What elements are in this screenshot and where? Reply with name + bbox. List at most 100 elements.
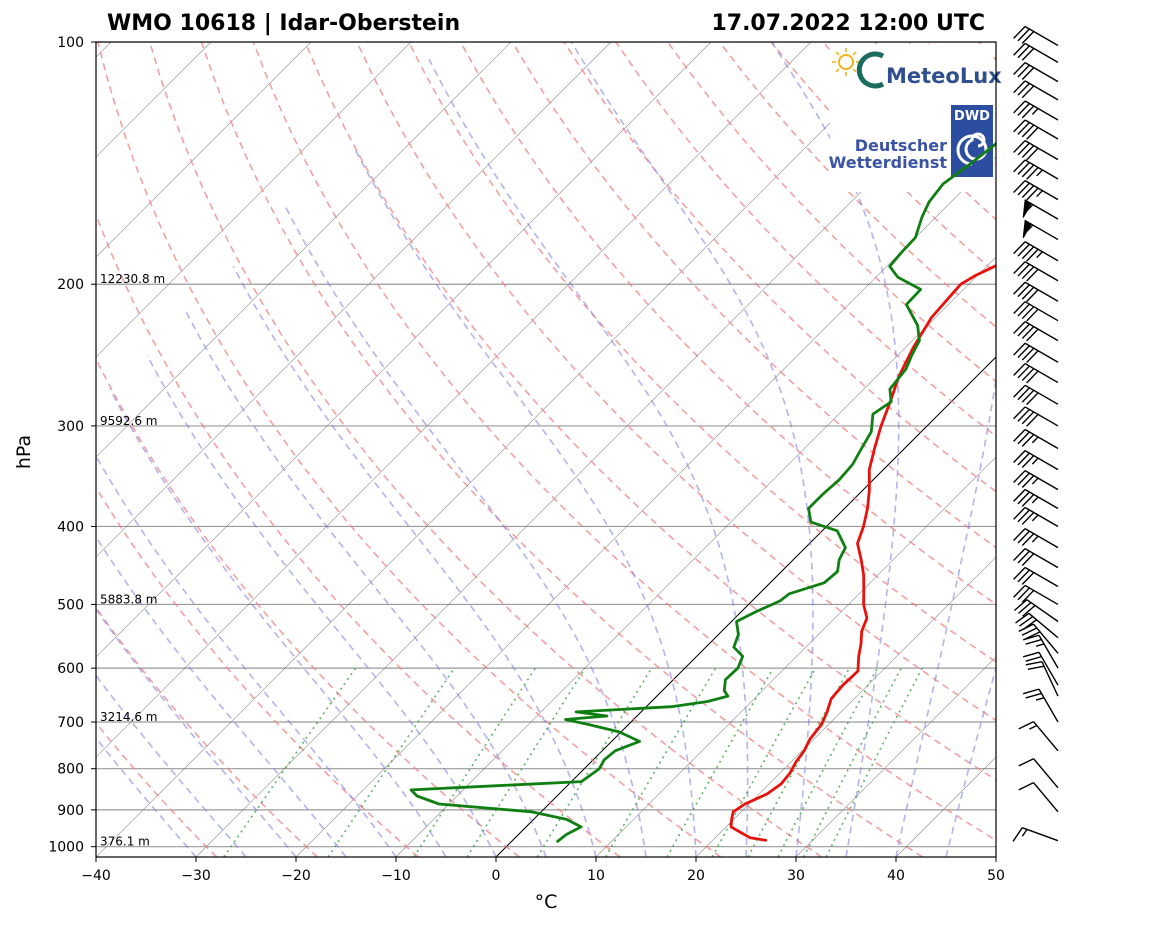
barb-full xyxy=(1013,25,1026,39)
barb-half xyxy=(1031,436,1039,444)
wind-barb xyxy=(1022,219,1059,241)
barb-half xyxy=(1031,457,1039,465)
barb-full xyxy=(1021,105,1035,119)
barb-full xyxy=(1021,326,1035,339)
barb-full xyxy=(1021,306,1035,320)
moist-adiabat xyxy=(232,265,597,857)
barb-half xyxy=(1029,724,1038,730)
barb-half xyxy=(1036,251,1043,259)
dry-adiabat xyxy=(97,42,722,857)
barb-staff xyxy=(1024,159,1059,180)
barb-full xyxy=(1026,268,1039,282)
barb-full xyxy=(1013,119,1026,133)
barb-staff xyxy=(1024,428,1059,450)
barb-full xyxy=(1021,533,1035,546)
wind-barb xyxy=(1013,488,1059,510)
isotherm-line xyxy=(0,42,11,857)
dry-adiabat xyxy=(563,42,996,493)
isotherm-line xyxy=(495,356,996,857)
dry-adiabat xyxy=(615,42,996,438)
barb-full xyxy=(1013,599,1028,612)
x-tick-label: −40 xyxy=(81,868,111,884)
height-label: 9592.6 m xyxy=(100,414,158,428)
barb-full xyxy=(1021,347,1035,361)
barb-full xyxy=(1021,246,1035,260)
wind-barb xyxy=(1018,623,1059,654)
wind-barb xyxy=(1015,612,1059,639)
dry-adiabat xyxy=(304,42,996,781)
barb-staff xyxy=(1024,180,1059,201)
mixing-ratio-line xyxy=(825,667,923,857)
mixing-ratio-line xyxy=(604,667,717,857)
barb-full xyxy=(1022,651,1040,658)
wind-barb xyxy=(1022,199,1059,220)
barb-full xyxy=(1021,85,1035,99)
wind-barb xyxy=(1013,301,1059,322)
dry-adiabat xyxy=(96,486,419,857)
barb-full xyxy=(1021,589,1035,603)
barb-staff xyxy=(1024,281,1059,302)
y-tick-label: 700 xyxy=(57,715,84,731)
moist-adiabat xyxy=(96,454,397,857)
barb-full xyxy=(1013,406,1026,420)
barb-staff xyxy=(1026,599,1059,623)
barb-full xyxy=(1012,827,1023,842)
barb-full xyxy=(1017,431,1030,445)
dry-adiabat xyxy=(96,357,520,857)
barb-half xyxy=(1021,828,1028,837)
isotherm-line xyxy=(96,42,812,758)
dwd-text-line1: Deutscher xyxy=(855,136,947,155)
chart-title: WMO 10618 | Idar-Oberstein xyxy=(107,11,460,36)
barb-full xyxy=(1017,28,1030,42)
height-label: 5883.8 m xyxy=(100,592,158,606)
barb-full xyxy=(1026,392,1039,406)
wind-barb xyxy=(1018,782,1059,813)
barb-full xyxy=(1022,604,1036,617)
wind-barb xyxy=(1013,470,1059,491)
barb-flag xyxy=(1022,219,1032,239)
barb-full xyxy=(1017,472,1030,486)
barb-half xyxy=(1035,643,1045,647)
dry-adiabat xyxy=(356,42,996,722)
moist-adiabat xyxy=(109,388,447,857)
barb-full xyxy=(1017,45,1030,59)
plot-frame xyxy=(95,41,997,858)
barb-full xyxy=(1017,303,1030,317)
isotherm-line xyxy=(96,42,312,258)
barb-full xyxy=(1021,553,1035,566)
dwd-text-line2: Wetterdienst xyxy=(829,153,948,172)
sun-ray xyxy=(835,68,840,73)
barb-full xyxy=(1013,241,1026,255)
barb-staff xyxy=(1033,758,1059,789)
barb-staff xyxy=(1024,320,1059,342)
barb-full xyxy=(1026,350,1039,364)
wind-barb xyxy=(1013,342,1059,364)
dwd-badge-text: DWD xyxy=(954,109,990,124)
barb-full xyxy=(1021,286,1035,300)
barb-staff xyxy=(1024,528,1059,549)
barb-staff xyxy=(1024,488,1059,510)
meteolux-logo-text: MeteoLux xyxy=(886,64,1002,88)
barb-full xyxy=(1018,758,1034,767)
barb-staff xyxy=(1024,470,1059,491)
height-label: 3214.6 m xyxy=(100,710,158,724)
dry-adiabat xyxy=(1030,42,1160,857)
barb-full xyxy=(1017,142,1030,156)
barb-full xyxy=(1026,413,1039,427)
wind-barb xyxy=(1013,80,1059,101)
barb-staff xyxy=(1024,61,1059,83)
y-tick-label: 100 xyxy=(57,35,84,51)
barb-full xyxy=(1021,124,1035,138)
barb-half xyxy=(1031,535,1039,543)
barb-staff xyxy=(1024,450,1059,471)
isotherm-line xyxy=(96,42,512,458)
barb-full xyxy=(1021,164,1035,178)
wind-barb xyxy=(1013,320,1059,342)
barb-staff xyxy=(1024,342,1059,363)
barb-full xyxy=(1013,528,1026,541)
barb-full xyxy=(1013,62,1026,75)
barb-full xyxy=(1017,122,1030,135)
mixing-ratio-line xyxy=(466,667,587,857)
barb-full xyxy=(1025,661,1043,666)
